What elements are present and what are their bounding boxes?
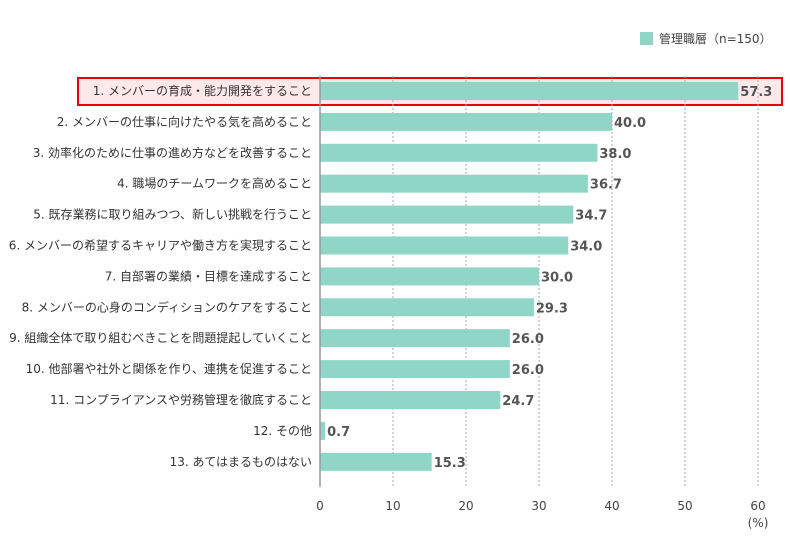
category-label: 4. 職場のチームワークを高めること [117, 176, 312, 191]
bar [320, 82, 739, 100]
category-label: 10. 他部署や社外と関係を作り、連携を促進すること [26, 361, 312, 376]
data-label: 0.7 [327, 425, 350, 440]
bar [320, 143, 598, 162]
bar [320, 329, 510, 348]
category-label: 2. メンバーの仕事に向けたやる気を高めること [57, 114, 312, 129]
data-label: 26.0 [512, 332, 544, 347]
category-label: 8. メンバーの心身のコンディションのケアをすること [22, 299, 312, 314]
legend-swatch [640, 32, 653, 45]
x-tick-label: 40 [604, 499, 619, 513]
bar [320, 360, 510, 379]
bar [320, 298, 534, 317]
data-label: 57.3 [740, 85, 772, 100]
category-label: 13. あてはまるものはない [170, 455, 312, 469]
data-label: 34.7 [575, 209, 607, 224]
category-label: 5. 既存業務に取り組みつつ、新しい挑戦を行うこと [33, 207, 312, 222]
x-tick-label: 20 [458, 499, 473, 513]
bar [320, 236, 569, 255]
bar [320, 112, 612, 131]
bar [320, 205, 574, 224]
bar [320, 452, 432, 471]
data-label: 40.0 [614, 116, 646, 131]
x-axis-label: (%) [748, 516, 769, 530]
data-label: 30.0 [541, 270, 573, 285]
category-label: 1. メンバーの育成・能力開発をすること [93, 83, 312, 98]
data-label: 34.0 [570, 240, 602, 255]
category-label: 3. 効率化のために仕事の進め方などを改善すること [33, 145, 312, 160]
bar [320, 267, 539, 286]
x-tick-label: 0 [316, 499, 324, 513]
category-label: 6. メンバーの希望するキャリアや働き方を実現すること [9, 238, 312, 253]
bar [320, 391, 501, 409]
data-label: 15.3 [434, 456, 466, 471]
category-label: 12. その他 [253, 424, 312, 438]
legend: 管理職層（n=150） [640, 30, 772, 47]
bar [320, 174, 588, 193]
data-label: 29.3 [536, 301, 568, 316]
data-label: 26.0 [512, 363, 544, 378]
data-label: 24.7 [502, 394, 534, 409]
data-label: 36.7 [590, 178, 622, 193]
category-label: 9. 組織全体で取り組むべきことを問題提起していくこと [9, 330, 312, 345]
bar [320, 421, 326, 440]
x-tick-label: 10 [385, 499, 400, 513]
x-tick-label: 60 [750, 499, 765, 513]
category-label: 7. 自部署の業績・目標を達成すること [105, 268, 312, 283]
data-label: 38.0 [599, 147, 631, 162]
category-label: 11. コンプライアンスや労務管理を徹底すること [50, 392, 312, 407]
legend-label: 管理職層（n=150） [659, 32, 772, 46]
x-tick-label: 30 [531, 499, 546, 513]
x-tick-label: 50 [677, 499, 692, 513]
